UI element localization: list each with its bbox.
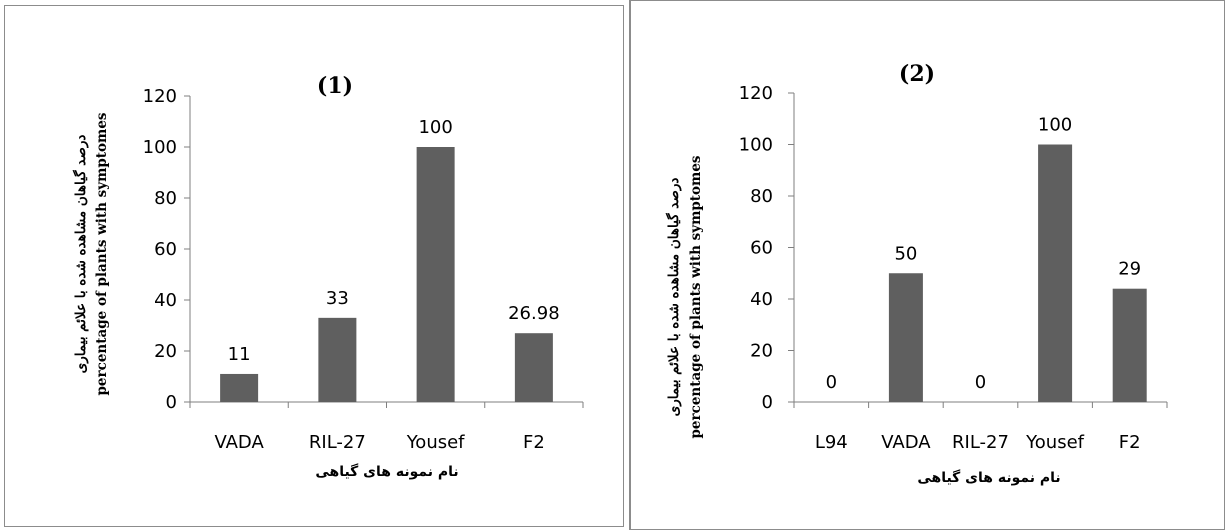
y-tick-label: 120: [739, 83, 773, 104]
y-tick-label: 20: [750, 341, 773, 362]
y-tick-label: 100: [143, 137, 177, 158]
chart-2-svg: (2) درصد گیاهان مشاهده شده با علائم بیما…: [665, 61, 1168, 486]
chart-panel-1: (1) درصد گیاهان مشاهده شده با علائم بیما…: [4, 5, 624, 527]
x-tick-label: L94: [815, 432, 848, 453]
y-axis-label-en: percentage of plants with symptomes: [688, 155, 704, 438]
bar: [416, 147, 455, 402]
bar: [1112, 288, 1147, 402]
x-tick-label: VADA: [214, 432, 264, 453]
y-tick-label: 120: [143, 86, 177, 107]
bar: [318, 317, 357, 402]
y-tick-label: 60: [750, 238, 773, 259]
x-tick-label: Yousef: [1025, 432, 1084, 453]
data-label: 26.98: [508, 303, 560, 324]
bar: [220, 373, 259, 402]
y-tick-label: 100: [739, 135, 773, 156]
y-tick-label: 80: [750, 186, 773, 207]
y-tick-label: 20: [154, 341, 177, 362]
x-tick-label: Yousef: [406, 432, 465, 453]
y-axis-label-fa: درصد گیاهان مشاهده شده با علائم بیماری: [665, 178, 682, 417]
y-tick-label: 80: [154, 188, 177, 209]
y-tick-label: 40: [750, 289, 773, 310]
x-tick-label: F2: [1119, 432, 1141, 453]
x-tick-label: RIL-27: [309, 432, 366, 453]
data-label: 0: [826, 372, 837, 393]
y-axis-label-en: percentage of plants with symptomes: [94, 112, 110, 395]
x-axis-label: نام نمونه های گیاهی: [917, 469, 1060, 486]
bar: [1038, 144, 1073, 402]
data-label: 11: [228, 344, 251, 365]
chart-1-svg: (1) درصد گیاهان مشاهده شده با علائم بیما…: [72, 73, 584, 480]
y-tick-label: 0: [166, 392, 177, 413]
data-label: 50: [894, 243, 917, 264]
y-tick-label: 40: [154, 290, 177, 311]
data-label: 100: [418, 117, 452, 138]
x-tick-label: VADA: [881, 432, 931, 453]
y-tick-label: 60: [154, 239, 177, 260]
data-label: 100: [1038, 115, 1072, 136]
chart-panel-2: (2) درصد گیاهان مشاهده شده با علائم بیما…: [629, 0, 1225, 530]
x-tick-label: RIL-27: [952, 432, 1009, 453]
data-label: 33: [326, 288, 349, 309]
chart-title: (2): [899, 61, 935, 87]
bar: [514, 333, 553, 402]
x-axis-label: نام نمونه های گیاهی: [315, 463, 458, 480]
data-label: 0: [975, 372, 986, 393]
bar: [888, 273, 923, 402]
y-tick-label: 0: [762, 392, 773, 413]
x-tick-label: F2: [523, 432, 545, 453]
chart-title: (1): [317, 73, 353, 99]
y-axis-label-fa: درصد گیاهان مشاهده شده با علائم بیماری: [72, 135, 89, 374]
data-label: 29: [1118, 259, 1141, 280]
